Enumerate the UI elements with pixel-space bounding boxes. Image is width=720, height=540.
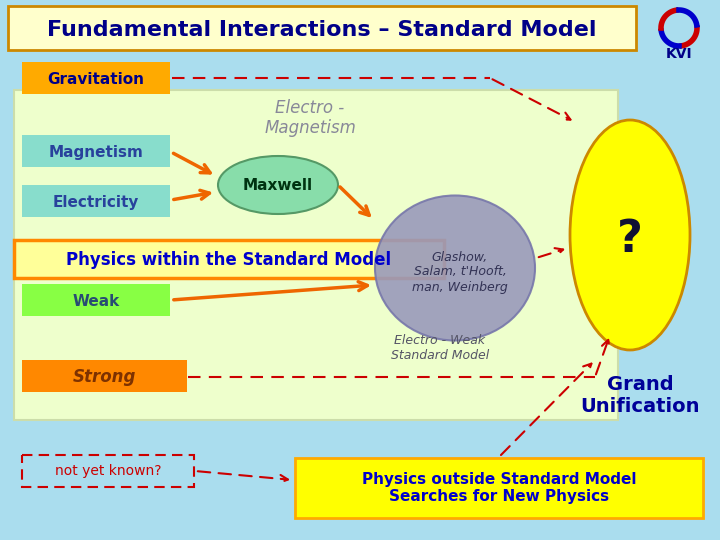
- FancyBboxPatch shape: [8, 6, 636, 50]
- Text: ?: ?: [617, 219, 643, 261]
- Text: Maxwell: Maxwell: [243, 178, 313, 192]
- Text: not yet known?: not yet known?: [55, 464, 161, 478]
- Text: Glashow,
Salam, t'Hooft,
man, Weinberg: Glashow, Salam, t'Hooft, man, Weinberg: [412, 251, 508, 294]
- FancyBboxPatch shape: [22, 455, 194, 487]
- FancyBboxPatch shape: [22, 185, 170, 217]
- Text: Grand
Unification: Grand Unification: [580, 375, 700, 415]
- Ellipse shape: [570, 120, 690, 350]
- Text: Fundamental Interactions – Standard Model: Fundamental Interactions – Standard Mode…: [48, 20, 597, 40]
- Text: Electricity: Electricity: [53, 194, 139, 210]
- FancyBboxPatch shape: [22, 360, 187, 392]
- Text: KVI: KVI: [666, 47, 693, 61]
- Ellipse shape: [218, 156, 338, 214]
- FancyBboxPatch shape: [14, 90, 618, 420]
- Text: Electro -
Magnetism: Electro - Magnetism: [264, 99, 356, 137]
- Text: Gravitation: Gravitation: [48, 71, 145, 86]
- Ellipse shape: [375, 195, 535, 341]
- Text: Physics outside Standard Model
Searches for New Physics: Physics outside Standard Model Searches …: [361, 472, 636, 504]
- FancyBboxPatch shape: [14, 240, 444, 278]
- Text: Electro - Weak
Standard Model: Electro - Weak Standard Model: [391, 334, 489, 362]
- FancyBboxPatch shape: [22, 62, 170, 94]
- FancyBboxPatch shape: [22, 284, 170, 316]
- FancyBboxPatch shape: [22, 135, 170, 167]
- FancyBboxPatch shape: [295, 458, 703, 518]
- Text: Magnetism: Magnetism: [48, 145, 143, 159]
- Text: Physics within the Standard Model: Physics within the Standard Model: [66, 251, 392, 269]
- Text: Strong: Strong: [72, 368, 135, 386]
- FancyBboxPatch shape: [645, 6, 713, 71]
- Text: Weak: Weak: [73, 294, 120, 308]
